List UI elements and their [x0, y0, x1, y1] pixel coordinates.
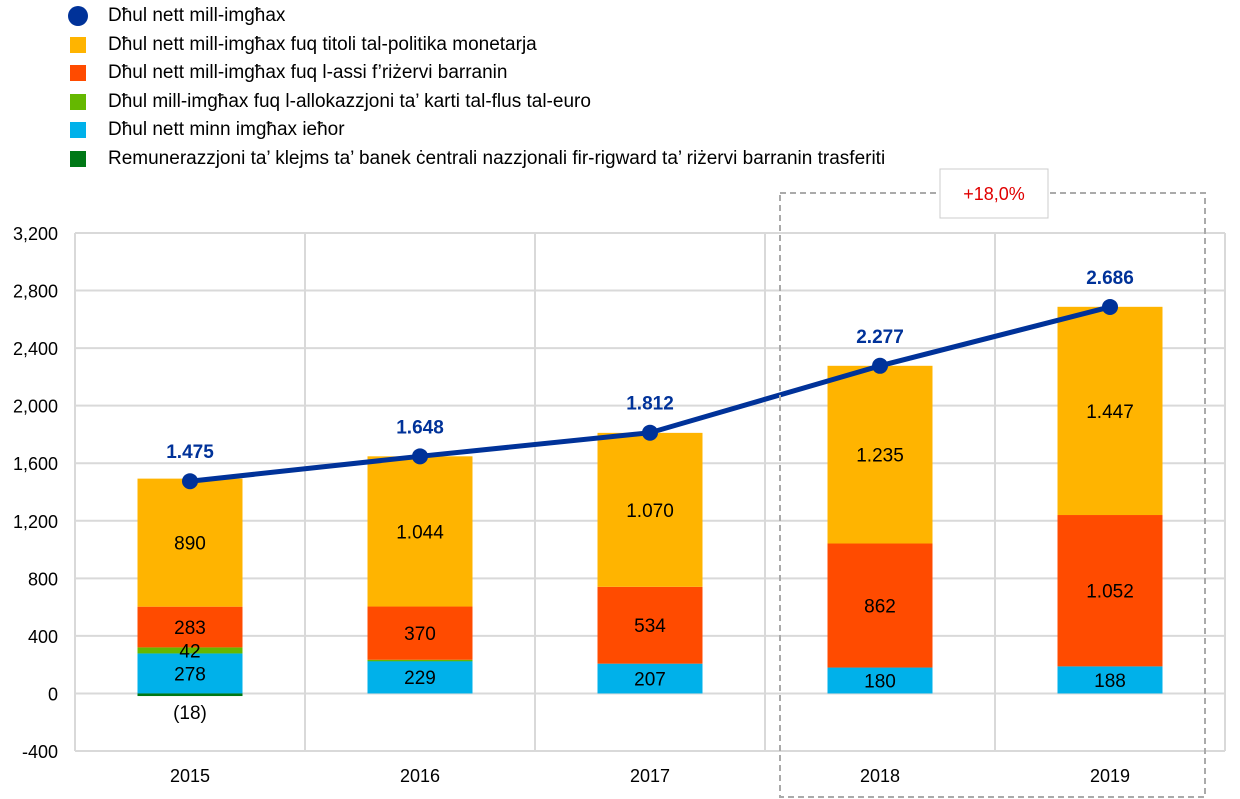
bar-value-label: 1.235 [856, 446, 904, 467]
y-tick-label: 1,200 [13, 512, 58, 532]
legend-dot-icon [68, 6, 88, 27]
line-value-label: 2.686 [1086, 268, 1134, 289]
bar-value-label: (18) [173, 703, 207, 724]
bar-value-label: 1.044 [396, 522, 444, 543]
y-tick-label: 2,000 [13, 397, 58, 417]
line-point [412, 448, 428, 465]
legend-item-net-interest-income: Dħul nett mill-imgħax [68, 2, 885, 31]
bar-value-label: 534 [634, 616, 666, 637]
x-tick-label: 2016 [400, 766, 440, 786]
bar-value-label: 188 [1094, 671, 1126, 692]
line-value-label: 1.812 [626, 394, 674, 415]
y-tick-label: 2,400 [13, 339, 58, 359]
x-tick-label: 2018 [860, 766, 900, 786]
bar-segment [597, 586, 703, 664]
x-tick-label: 2015 [170, 766, 210, 786]
legend-label: Remunerazzjoni ta’ klejms ta’ banek ċent… [108, 147, 886, 169]
y-tick-label: 400 [28, 627, 58, 647]
line-value-label: 1.648 [396, 417, 444, 438]
legend-label: Dħul nett minn imgħax ieħor [108, 119, 345, 141]
bar-segment [597, 663, 703, 694]
annotation-box [939, 168, 1049, 219]
y-tick-label: 0 [48, 684, 58, 704]
bar-value-label: 180 [864, 671, 896, 692]
legend-swatch-icon [70, 65, 86, 82]
legend-swatch-icon [70, 36, 86, 53]
bar-segment [367, 660, 473, 694]
legend-item-monetary-policy: Dħul nett mill-imgħax fuq titoli tal-pol… [70, 31, 885, 60]
bar-value-label: 890 [174, 534, 206, 555]
legend-label: Dħul nett mill-imgħax [108, 5, 286, 27]
bar-segment [597, 432, 703, 587]
bar-segment [137, 653, 243, 694]
bar-segment [367, 606, 473, 660]
bar-value-label: 283 [174, 618, 206, 639]
legend-item-banknotes: Dħul mill-imgħax fuq l-allokazzjoni ta’ … [70, 88, 885, 117]
y-tick-label: 800 [28, 569, 58, 589]
legend-item-remuneration: Remunerazzjoni ta’ klejms ta’ banek ċent… [70, 145, 885, 174]
y-tick-label: 3,200 [13, 224, 58, 244]
legend-item-foreign-reserves: Dħul nett mill-imgħax fuq l-assi f’riżer… [70, 59, 885, 88]
y-tick-label: -400 [22, 742, 58, 762]
bar-value-label: 370 [404, 624, 436, 645]
legend-swatch-icon [70, 150, 86, 167]
legend-swatch-icon [70, 93, 86, 110]
bar-segment [827, 365, 933, 544]
bar-value-label: 1.052 [1086, 582, 1134, 603]
x-tick-label: 2019 [1090, 766, 1130, 786]
line-point [1102, 298, 1118, 315]
y-tick-label: 2,800 [13, 282, 58, 302]
legend-label: Dħul nett mill-imgħax fuq titoli tal-pol… [108, 33, 537, 55]
bar-value-label: 229 [404, 668, 436, 689]
bar-segment [137, 647, 243, 654]
bar-segment [827, 667, 933, 694]
legend: Dħul nett mill-imgħax Dħul nett mill-img… [68, 2, 885, 174]
bar-value-label: 1.070 [626, 501, 674, 522]
bar-segment [367, 456, 473, 607]
x-tick-label: 2017 [630, 766, 670, 786]
bar-value-label: 1.447 [1086, 402, 1134, 423]
line-value-label: 2.277 [856, 327, 904, 348]
bar-segment [1057, 306, 1163, 516]
legend-swatch-icon [70, 122, 86, 139]
bar-segment [827, 543, 933, 668]
bar-value-label: 278 [174, 664, 206, 685]
line-point [642, 424, 658, 441]
bar-segment [1057, 666, 1163, 694]
bar-value-label: 862 [864, 597, 896, 618]
y-tick-label: 1,600 [13, 454, 58, 474]
bar-segment [1057, 515, 1163, 667]
bar-value-label: 42 [179, 641, 200, 662]
legend-label: Dħul mill-imgħax fuq l-allokazzjoni ta’ … [108, 90, 591, 112]
line-point [182, 473, 198, 490]
line-value-label: 1.475 [166, 442, 214, 463]
bar-segment [137, 606, 243, 648]
legend-label: Dħul nett mill-imgħax fuq l-assi f’riżer… [108, 62, 508, 84]
bar-value-label: 207 [634, 670, 666, 691]
bar-segment [137, 693, 243, 697]
legend-item-other: Dħul nett minn imgħax ieħor [70, 116, 885, 145]
growth-annotation: +18,0% [963, 184, 1025, 204]
line-point [872, 357, 888, 374]
bar-segment [137, 478, 243, 607]
bar-segment [367, 659, 473, 662]
